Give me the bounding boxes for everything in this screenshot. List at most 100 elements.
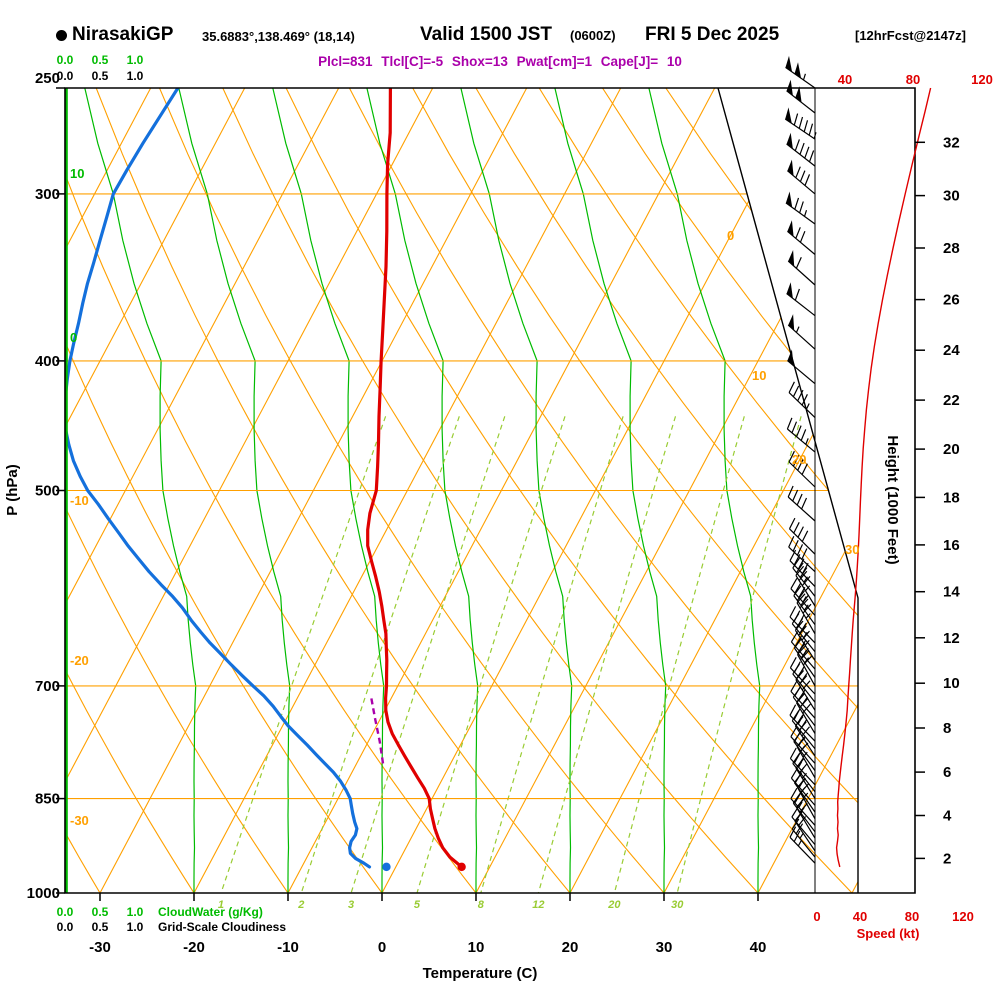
wind-barb <box>795 565 816 607</box>
temperature-tick-label: 20 <box>562 939 579 956</box>
pressure-tick-label: 400 <box>35 353 60 370</box>
cloudwater-scale-label: 0.5 <box>92 53 109 67</box>
dry-adiabat-line <box>412 88 858 893</box>
isotherm-label-right: 20 <box>792 452 806 467</box>
dry-adiabat-line <box>222 88 759 893</box>
station-name: NirasakiGP <box>72 24 174 45</box>
wind-barb <box>785 197 816 225</box>
height-tick-label: 22 <box>943 392 960 409</box>
speed-bottom-tick-label: 120 <box>952 909 974 924</box>
valid-time: Valid 1500 JST <box>420 24 553 45</box>
wind-barbs <box>784 55 817 864</box>
moist-adiabat-line <box>366 88 479 893</box>
pressure-tick-label: 850 <box>35 791 60 808</box>
cloudwater-scale-label: 0.0 <box>57 53 74 67</box>
temperature-tick-label: -20 <box>183 939 205 956</box>
height-tick-label: 20 <box>943 441 960 458</box>
wind-barb <box>787 257 816 286</box>
height-tick-label: 8 <box>943 720 951 737</box>
height-tick-label: 24 <box>943 342 960 359</box>
skewt-right-boundary <box>717 87 859 893</box>
temperature-tick-label: 10 <box>468 939 485 956</box>
mixing-ratio-line <box>416 416 566 893</box>
cloudwater-scale-label: 0.0 <box>57 905 74 919</box>
wind-barb <box>792 557 816 597</box>
wind-barb <box>794 716 816 757</box>
cloudiness-scale-label: 1.0 <box>127 920 144 934</box>
height-tick-label: 4 <box>943 808 952 825</box>
speed-bottom-tick-label: 80 <box>905 909 919 924</box>
temperature-axis-title: Temperature (C) <box>423 965 538 982</box>
speed-top-tick-label: 120 <box>971 72 993 87</box>
wind-barb <box>787 227 816 255</box>
speed-bottom-tick-label: 40 <box>853 909 867 924</box>
station-bullet-icon <box>56 30 67 41</box>
mixing-ratio-label: 1 <box>218 899 224 911</box>
dry-adiabat-line <box>65 88 477 893</box>
valid-date: FRI 5 Dec 2025 <box>645 24 780 45</box>
isotherm-line <box>65 88 246 893</box>
station-coords: 35.6883°,138.469° (18,14) <box>202 29 355 44</box>
wind-barb <box>795 797 816 839</box>
wind-barb <box>790 767 816 806</box>
wind-barb <box>789 826 816 864</box>
height-tick-label: 10 <box>943 675 960 692</box>
dry-adiabat-line <box>65 88 383 893</box>
height-tick-label: 16 <box>943 537 960 554</box>
stability-indices: Plcl=831 Tlcl[C]=-5 Shox=13 Pwat[cm]=1 C… <box>318 54 682 69</box>
dry-adiabat-line <box>285 88 853 893</box>
temperature-tick-label: 0 <box>378 939 386 956</box>
wind-barb <box>792 753 816 793</box>
height-tick-label: 30 <box>943 188 960 205</box>
mixing-ratio-label: 12 <box>532 899 544 911</box>
dry-adiabat-line <box>475 88 858 893</box>
cloudiness-scale-label: 0.5 <box>92 920 109 934</box>
moist-adiabat-line <box>84 88 197 893</box>
height-tick-label: 6 <box>943 764 951 781</box>
moist-adiabat-line <box>460 88 573 893</box>
dry-adiabat-line <box>348 88 858 893</box>
forecast-tag: [12hrFcst@2147z] <box>855 28 966 43</box>
height-tick-label: 18 <box>943 489 960 506</box>
skewt-area <box>65 88 858 893</box>
wind-barb <box>786 417 816 453</box>
height-tick-label: 14 <box>943 584 960 601</box>
cloudiness-scale-label: 0.0 <box>57 920 74 934</box>
wind-barb <box>796 778 816 820</box>
height-tick-label: 2 <box>943 850 951 867</box>
cloudwater-axis-title: CloudWater (g/Kg) <box>158 905 263 919</box>
mixing-ratio-label: 20 <box>607 899 621 911</box>
mixing-ratio-line <box>480 416 624 893</box>
pressure-tick-label: 250 <box>35 70 60 87</box>
mixing-ratio-label: 5 <box>414 899 421 911</box>
mixing-ratio-line <box>613 416 745 893</box>
cloudiness-scale-label: 0.5 <box>92 69 109 83</box>
speed-axis-title: Speed (kt) <box>857 926 920 941</box>
temperature-profile <box>366 88 464 869</box>
wind-barb <box>787 166 816 195</box>
wind-barb <box>788 517 816 555</box>
moist-adiabat-line <box>554 88 667 893</box>
height-axis-title: Height (1000 Feet) <box>884 435 901 564</box>
speed-bottom-tick-label: 0 <box>813 909 820 924</box>
wind-barb <box>788 381 816 419</box>
cloudiness-scale-label: 0.0 <box>57 69 74 83</box>
wind-barb <box>790 726 816 764</box>
adiabat-label-left: -30 <box>70 813 89 828</box>
mixing-ratio-line <box>220 416 387 893</box>
isotherm-line <box>757 88 858 893</box>
surface-dewpoint-dot <box>382 862 391 872</box>
wind-barb <box>796 737 816 779</box>
moist-adiabat-line <box>272 88 385 893</box>
dry-adiabat-line <box>602 88 858 893</box>
wind-barb <box>786 90 816 114</box>
mixing-ratio-line <box>676 416 802 893</box>
adiabat-label-left: 10 <box>70 166 84 181</box>
wind-barb <box>788 450 816 488</box>
wind-barb <box>794 811 816 852</box>
dry-adiabat-line <box>65 88 289 893</box>
wind-barb <box>789 747 816 786</box>
height-tick-label: 28 <box>943 240 960 257</box>
mixing-ratio-line <box>350 416 506 893</box>
